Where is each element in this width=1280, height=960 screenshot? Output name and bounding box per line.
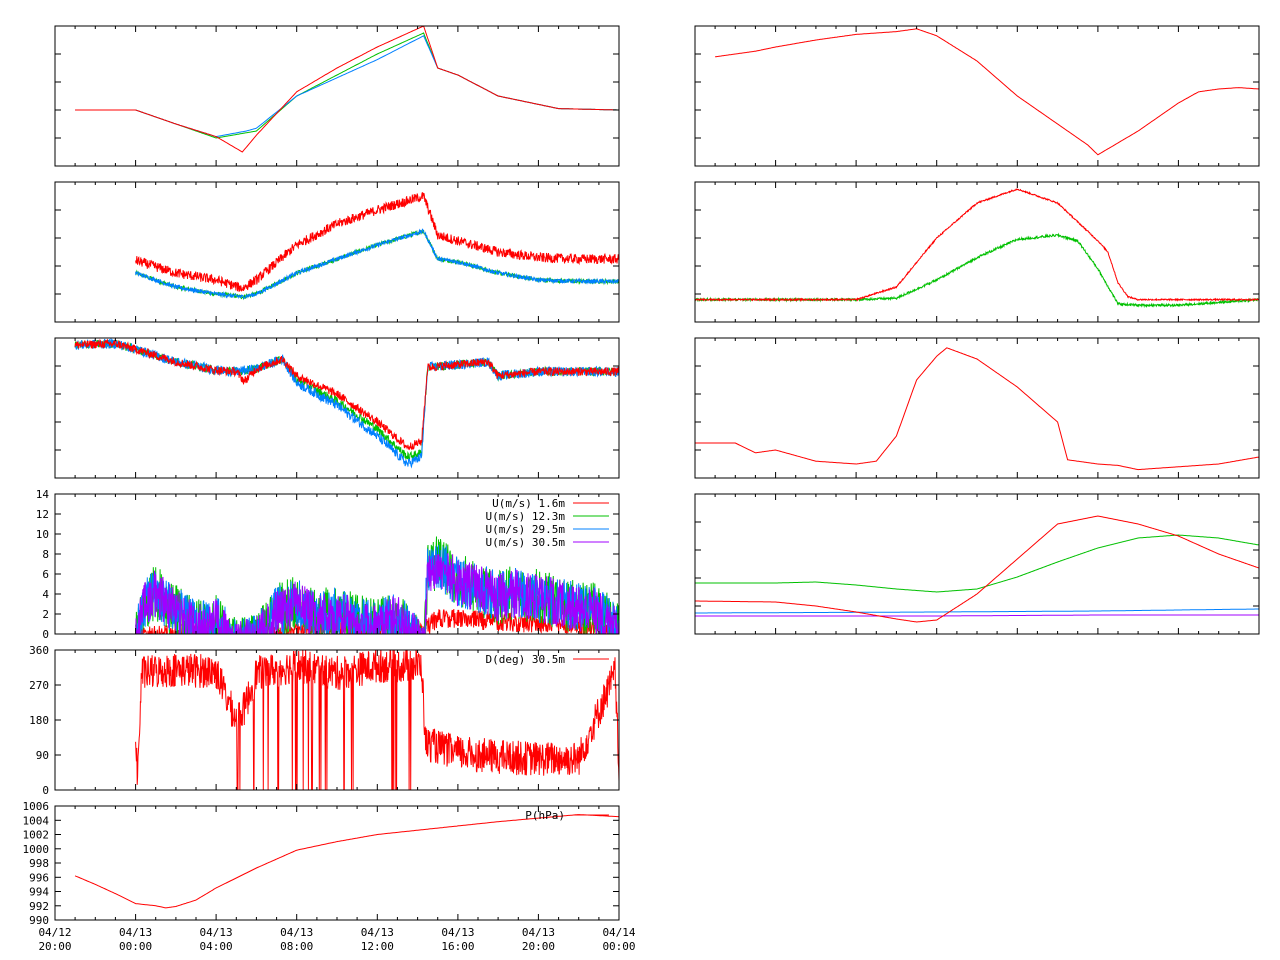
series-line <box>75 32 619 139</box>
series-line <box>75 35 619 138</box>
panel-r4 <box>694 493 1260 635</box>
time-axis-labels: 04/1220:0004/1300:0004/1304:0004/1308:00… <box>38 926 635 953</box>
y-tick-label: 12 <box>36 508 49 521</box>
x-tick-time: 04:00 <box>200 940 233 953</box>
series-line <box>135 192 619 292</box>
y-tick-label: 994 <box>29 886 49 899</box>
y-tick-label: 360 <box>29 644 49 657</box>
series-line <box>135 650 619 790</box>
y-tick-label: 1002 <box>23 829 50 842</box>
y-tick-label: 8 <box>42 548 49 561</box>
legend-label: U(m/s) 29.5m <box>486 523 566 536</box>
x-tick-date: 04/13 <box>441 926 474 939</box>
y-tick-label: 1006 <box>23 800 50 813</box>
x-tick-date: 04/13 <box>361 926 394 939</box>
y-tick-label: 90 <box>36 749 49 762</box>
legend-label: U(m/s) 1.6m <box>492 497 565 510</box>
y-tick-label: 2 <box>42 608 49 621</box>
x-tick-time: 00:00 <box>602 940 635 953</box>
x-tick-date: 04/14 <box>602 926 635 939</box>
legend-label: D(deg) 30.5m <box>486 653 566 666</box>
legend-label: U(m/s) 30.5m <box>486 536 566 549</box>
plot-frame <box>54 25 620 167</box>
y-tick-label: 0 <box>42 784 49 797</box>
series-line <box>695 232 1259 309</box>
panel-r2 <box>694 181 1260 323</box>
plot-frame <box>54 181 620 323</box>
x-tick-date: 04/13 <box>280 926 313 939</box>
chart-legends: U(m/s) 1.6mU(m/s) 12.3mU(m/s) 29.5mU(m/s… <box>486 497 609 822</box>
panel-l2 <box>54 181 620 323</box>
series-line <box>695 608 1259 614</box>
x-tick-date: 04/13 <box>522 926 555 939</box>
x-tick-time: 20:00 <box>522 940 555 953</box>
series-line <box>75 26 619 153</box>
series-line <box>695 347 1259 471</box>
series-line <box>74 814 619 909</box>
legend-label: P(hPa) <box>525 809 565 822</box>
y-tick-label: 180 <box>29 714 49 727</box>
panel-r1 <box>694 25 1260 167</box>
x-tick-time: 12:00 <box>361 940 394 953</box>
y-tick-label: 4 <box>42 588 49 601</box>
y-tick-label: 6 <box>42 568 49 581</box>
panel-l3 <box>54 337 620 479</box>
x-tick-date: 04/12 <box>38 926 71 939</box>
chart-panels: 0246810121409018027036099099299499699810… <box>23 25 1260 927</box>
panel-r3 <box>694 337 1260 479</box>
series-line <box>135 553 619 634</box>
series-line <box>135 229 619 301</box>
series-line <box>715 28 1259 156</box>
x-tick-date: 04/13 <box>119 926 152 939</box>
y-tick-label: 1004 <box>23 814 50 827</box>
panel-l1 <box>54 25 620 167</box>
series-line <box>695 188 1259 303</box>
x-tick-time: 20:00 <box>38 940 71 953</box>
y-tick-label: 996 <box>29 871 49 884</box>
x-tick-time: 16:00 <box>441 940 474 953</box>
x-tick-date: 04/13 <box>200 926 233 939</box>
series-line <box>135 228 619 300</box>
x-tick-time: 08:00 <box>280 940 313 953</box>
panel-u: 0 2 4 6 8 10 12 14 <box>36 488 620 641</box>
series-line <box>695 614 1259 617</box>
plot-frame <box>54 805 620 921</box>
y-tick-label: 270 <box>29 679 49 692</box>
y-tick-label: 992 <box>29 900 49 913</box>
y-tick-label: 1000 <box>23 843 50 856</box>
series-line <box>695 515 1259 623</box>
y-tick-label: 990 <box>29 914 49 927</box>
series-line <box>74 338 619 451</box>
y-tick-label: 0 <box>42 628 49 641</box>
y-tick-label: 14 <box>36 488 50 501</box>
panel-d: 0 90 180 270 360 <box>29 644 620 797</box>
y-tick-label: 10 <box>36 528 49 541</box>
plot-frame <box>694 25 1260 167</box>
legend-label: U(m/s) 12.3m <box>486 510 566 523</box>
series-line <box>695 534 1259 593</box>
y-tick-label: 998 <box>29 857 49 870</box>
x-tick-time: 00:00 <box>119 940 152 953</box>
